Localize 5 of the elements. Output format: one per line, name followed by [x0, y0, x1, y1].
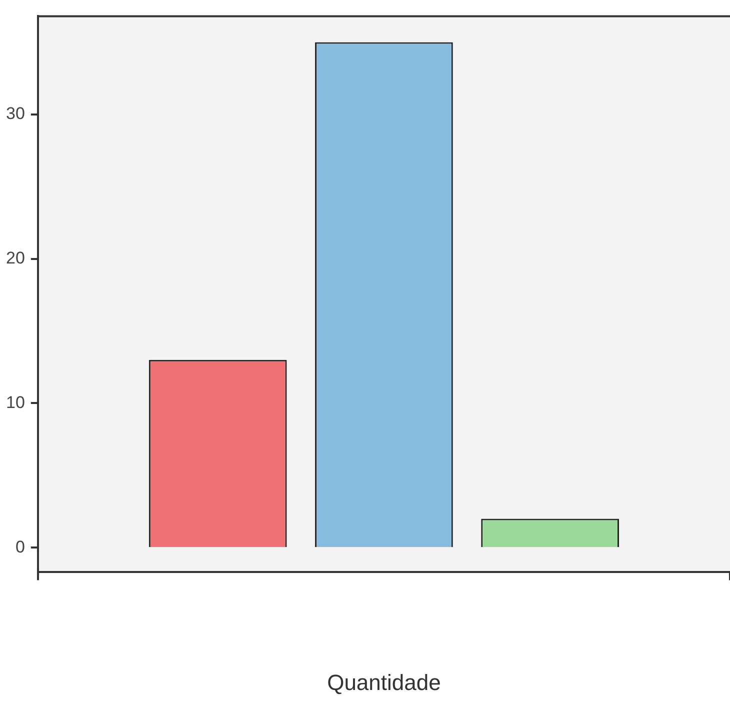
x-axis-title: Quantidade	[327, 670, 441, 695]
y-tick-label: 0	[15, 537, 25, 556]
y-tick-label: 20	[6, 248, 25, 268]
y-tick-label: 30	[6, 104, 25, 124]
y-tick-label: 10	[6, 392, 25, 412]
